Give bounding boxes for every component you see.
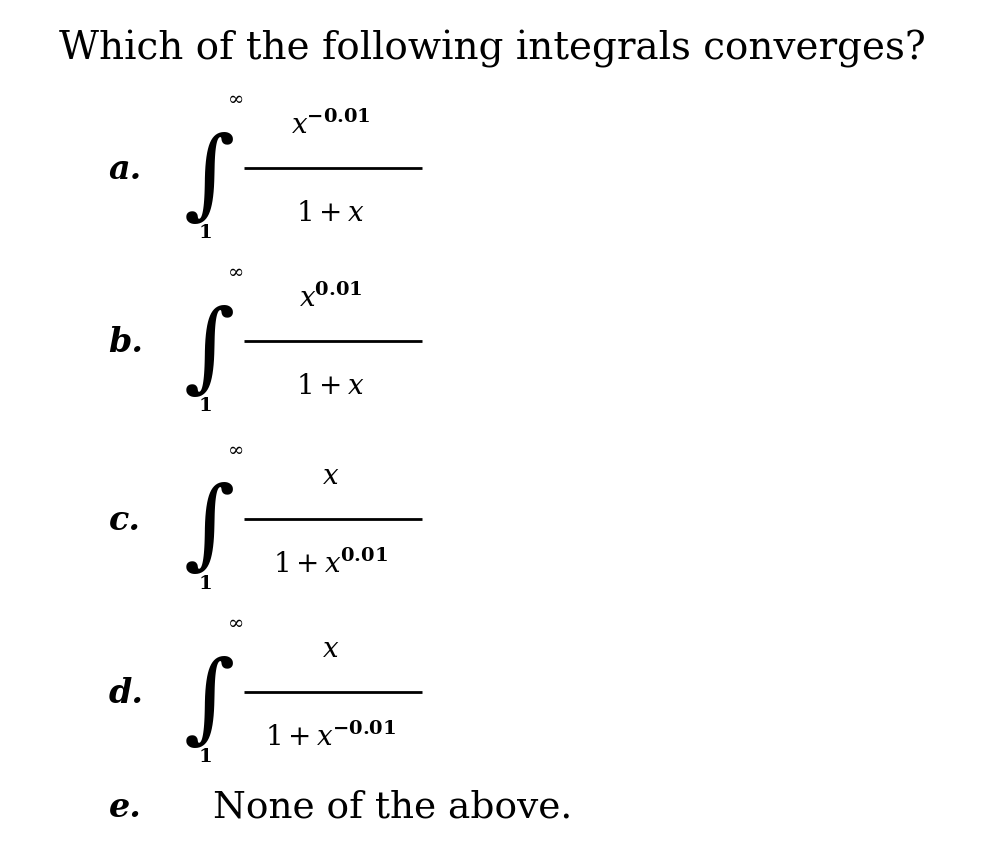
Text: $\mathbf{\mathit{1+x}}^{\mathbf{-0.01}}$: $\mathbf{\mathit{1+x}}^{\mathbf{-0.01}}$ xyxy=(265,722,397,751)
Text: $\infty$: $\infty$ xyxy=(226,438,243,457)
Text: $\int$: $\int$ xyxy=(183,480,234,576)
Text: b.: b. xyxy=(108,326,144,358)
Text: d.: d. xyxy=(108,676,144,709)
Text: $\infty$: $\infty$ xyxy=(226,261,243,280)
Text: $\mathbf{\mathit{x}}^{\mathbf{-0.01}}$: $\mathbf{\mathit{x}}^{\mathbf{-0.01}}$ xyxy=(291,110,371,140)
Text: $\mathbf{\mathit{x}}$: $\mathbf{\mathit{x}}$ xyxy=(322,635,339,663)
Text: $\mathbf{1}$: $\mathbf{1}$ xyxy=(198,223,212,241)
Text: Which of the following integrals converges?: Which of the following integrals converg… xyxy=(59,30,925,67)
Text: $\mathbf{\mathit{1+x}}$: $\mathbf{\mathit{1+x}}$ xyxy=(296,372,365,400)
Text: $\mathbf{\mathit{1+x}}^{\mathbf{0.01}}$: $\mathbf{\mathit{1+x}}^{\mathbf{0.01}}$ xyxy=(274,548,389,578)
Text: $\mathbf{1}$: $\mathbf{1}$ xyxy=(198,396,212,415)
Text: c.: c. xyxy=(108,503,141,536)
Text: $\mathbf{1}$: $\mathbf{1}$ xyxy=(198,746,212,765)
Text: None of the above.: None of the above. xyxy=(214,789,573,825)
Text: $\mathbf{1}$: $\mathbf{1}$ xyxy=(198,573,212,592)
Text: $\infty$: $\infty$ xyxy=(226,88,243,107)
Text: a.: a. xyxy=(108,153,142,185)
Text: $\mathbf{\mathit{x}}$: $\mathbf{\mathit{x}}$ xyxy=(322,461,339,490)
Text: $\infty$: $\infty$ xyxy=(226,612,243,630)
Text: $\int$: $\int$ xyxy=(183,303,234,398)
Text: $\int$: $\int$ xyxy=(183,130,234,225)
Text: $\mathbf{\mathit{1+x}}$: $\mathbf{\mathit{1+x}}$ xyxy=(296,199,365,227)
Text: $\mathbf{\mathit{x}}^{\mathbf{0.01}}$: $\mathbf{\mathit{x}}^{\mathbf{0.01}}$ xyxy=(299,283,362,313)
Text: $\int$: $\int$ xyxy=(183,653,234,749)
Text: e.: e. xyxy=(108,790,142,823)
